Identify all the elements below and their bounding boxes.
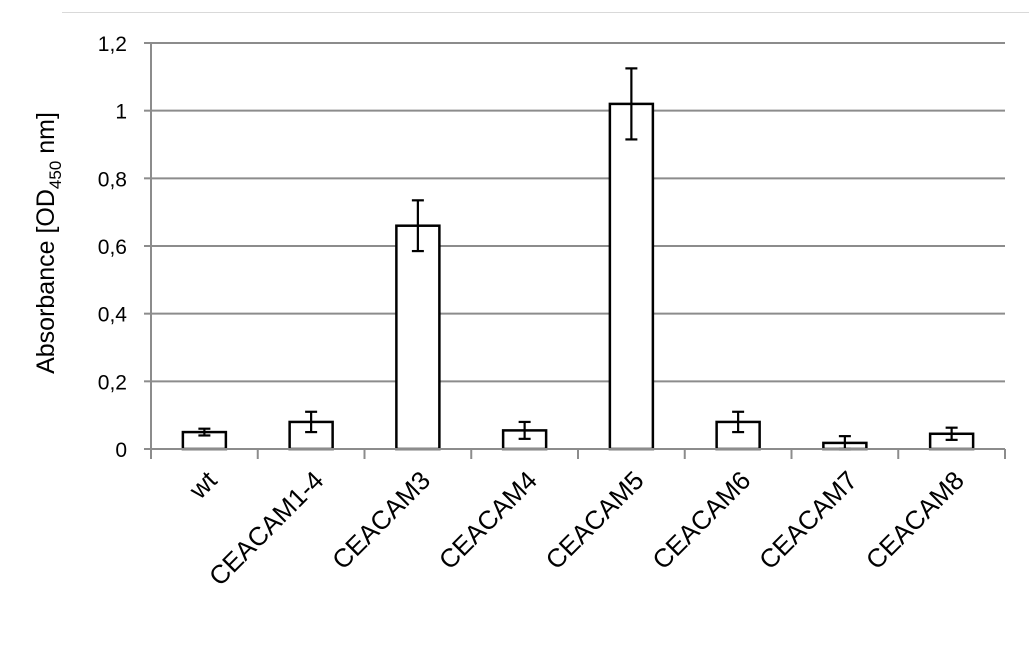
x-tick-label: CEACAM8 [860, 465, 970, 575]
y-tick-label: 1 [115, 101, 127, 124]
x-tick-label: CEACAM3 [326, 465, 436, 575]
y-tick-label: 0 [115, 439, 127, 462]
x-tick-label: CEACAM4 [433, 465, 543, 575]
y-axis-title-subscript: 450 [46, 161, 65, 189]
x-axis [150, 43, 1006, 459]
y-tick-label: 0,4 [98, 304, 128, 327]
y-axis-title-prefix: Absorbance [OD [32, 189, 60, 374]
y-tick-labels: 0 0,2 0,4 0,6 0,8 1 1,2 [98, 33, 128, 462]
x-tick-label: CEACAM1-4 [203, 465, 329, 591]
x-tick-label: CEACAM5 [540, 465, 650, 575]
x-tick-label: CEACAM7 [753, 465, 863, 575]
y-tick-label: 0,2 [98, 371, 127, 394]
grid-lines [144, 42, 1005, 450]
y-tick-label: 0,8 [98, 168, 127, 191]
x-tick-label: CEACAM6 [646, 465, 756, 575]
y-axis-title: Absorbance [OD450 nm] [32, 112, 65, 374]
bar [608, 102, 655, 451]
x-tick-labels: wtCEACAM1-4CEACAM3CEACAM4CEACAM5CEACAM6C… [182, 464, 970, 591]
bars [181, 67, 975, 451]
y-tick-label: 0,6 [98, 236, 127, 259]
y-tick-label: 1,2 [98, 33, 127, 56]
y-axis-title-suffix: nm] [32, 112, 60, 161]
chart-top-border [62, 12, 1029, 13]
bar [395, 224, 441, 451]
x-tick-label: wt [182, 464, 223, 505]
